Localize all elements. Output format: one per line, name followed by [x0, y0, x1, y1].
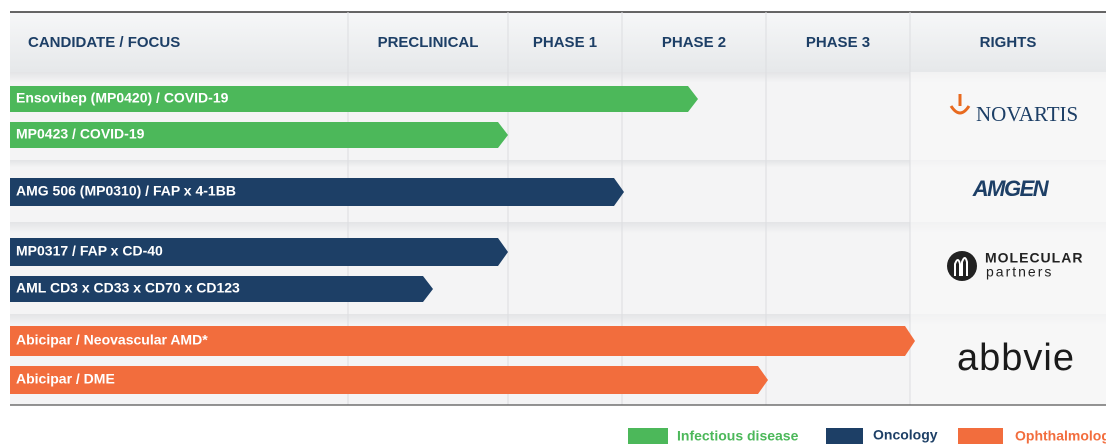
col-header: PHASE 2	[662, 34, 726, 51]
bar	[10, 276, 433, 302]
col-header: PRECLINICAL	[378, 34, 479, 51]
bar-label: Ensovibep (MP0420) / COVID-19	[16, 90, 229, 106]
rights-name: abbvie	[957, 337, 1075, 379]
bar	[10, 86, 698, 112]
legend-label: Infectious disease	[677, 428, 799, 444]
col-header: PHASE 1	[533, 34, 597, 51]
col-header: CANDIDATE / FOCUS	[28, 34, 180, 51]
rights-name: NOVARTIS	[976, 102, 1078, 126]
bar	[10, 326, 915, 356]
bar	[10, 178, 624, 206]
rights-bg	[910, 72, 1106, 405]
legend-swatch	[826, 428, 863, 444]
rights-name: MOLECULAR	[985, 250, 1083, 266]
bar	[10, 122, 508, 148]
bar-label: Abicipar / Neovascular AMD*	[16, 332, 208, 348]
bar-label: Abicipar / DME	[16, 371, 115, 387]
legend-label: Oncology	[873, 427, 938, 443]
col-header: RIGHTS	[980, 34, 1037, 51]
molecular-logo: MOLECULAR partners	[947, 250, 1083, 281]
rights-name: AMGEN	[972, 176, 1050, 201]
rights-name: partners	[986, 264, 1053, 280]
header-bg	[10, 12, 1106, 72]
bar-label: AMG 506 (MP0310) / FAP x 4-1BB	[16, 183, 236, 199]
logo-icon	[949, 94, 971, 115]
bar-label: MP0317 / FAP x CD-40	[16, 243, 163, 259]
bar-label: MP0423 / COVID-19	[16, 126, 145, 142]
bar-label: AML CD3 x CD33 x CD70 x CD123	[16, 280, 240, 296]
legend-swatch	[958, 428, 1003, 444]
novartis-logo: NOVARTIS	[949, 94, 1078, 126]
legend-swatch	[628, 428, 668, 444]
col-header: PHASE 3	[806, 34, 870, 51]
bar	[10, 238, 508, 266]
logo-mark	[954, 257, 968, 276]
bar	[10, 366, 768, 394]
legend-label: Ophthalmolog	[1015, 428, 1106, 444]
